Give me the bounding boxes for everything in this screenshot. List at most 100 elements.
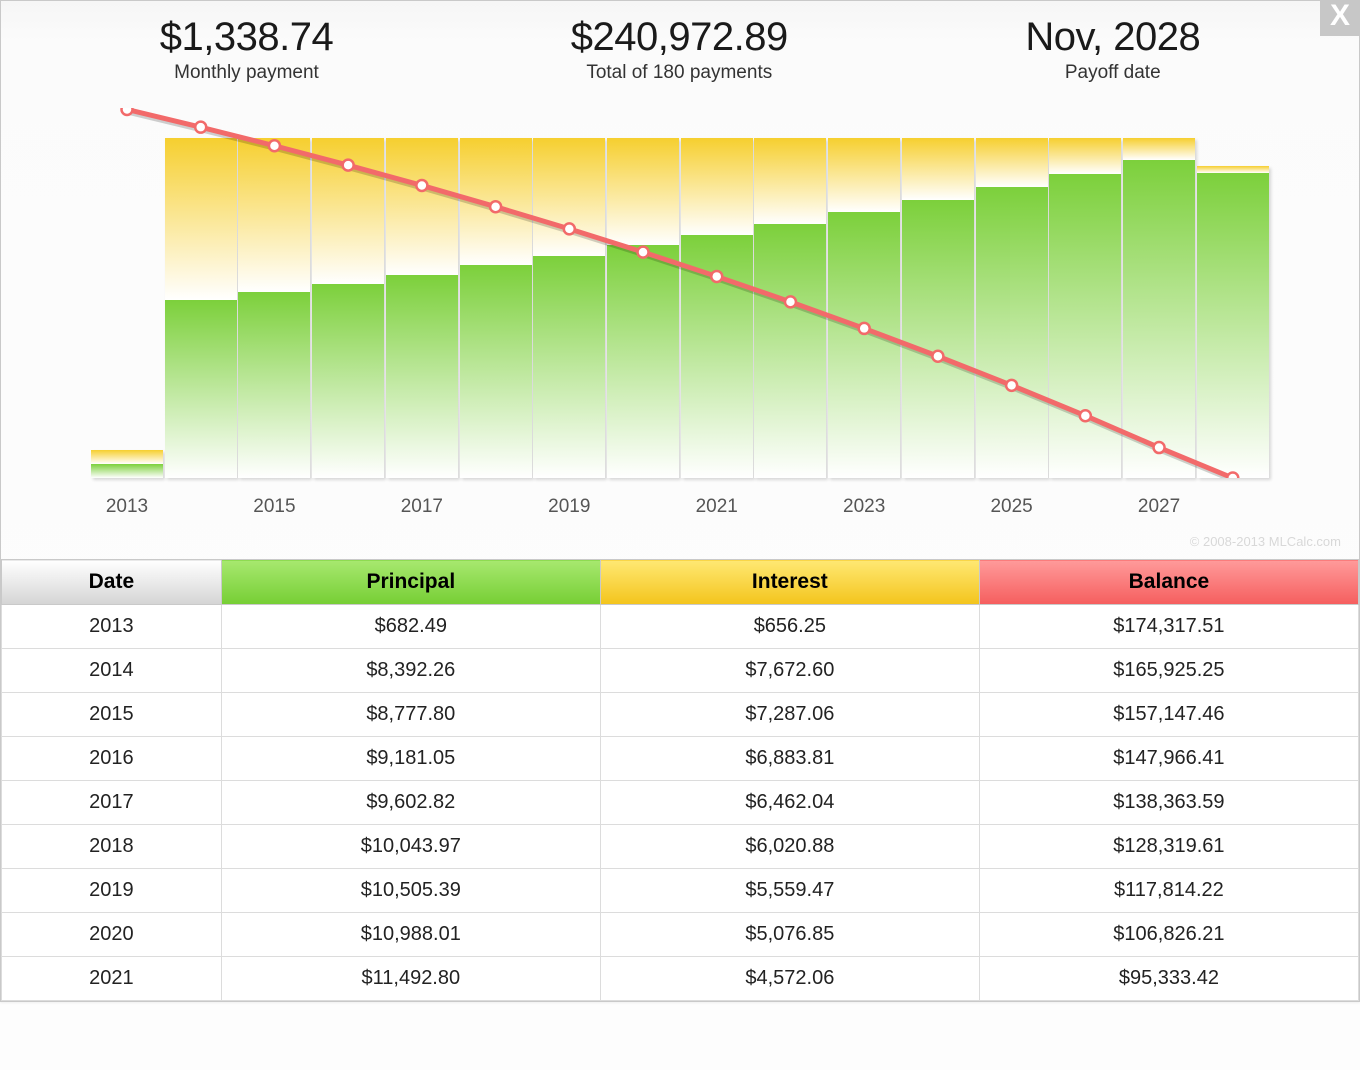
amortization-chart: 20132015201720192021202320252027: [31, 108, 1329, 528]
principal-segment: [460, 265, 532, 478]
chart-bar[interactable]: [828, 138, 900, 478]
x-axis-tick: 2025: [976, 496, 1048, 518]
col-header-balance[interactable]: Balance: [979, 560, 1358, 605]
interest-segment: [533, 138, 605, 256]
table-row: 2020$10,988.01$5,076.85$106,826.21: [2, 913, 1359, 957]
interest-segment: [976, 138, 1048, 187]
table-row: 2015$8,777.80$7,287.06$157,147.46: [2, 693, 1359, 737]
table-row: 2018$10,043.97$6,020.88$128,319.61: [2, 825, 1359, 869]
chart-bar[interactable]: [607, 138, 679, 478]
x-axis-tick: [165, 496, 237, 518]
x-axis-tick: 2015: [238, 496, 310, 518]
chart-bar[interactable]: [460, 138, 532, 478]
chart-bar[interactable]: [165, 138, 237, 478]
x-axis-tick: [460, 496, 532, 518]
interest-segment: [312, 138, 384, 284]
table-cell: $9,181.05: [221, 737, 600, 781]
table-cell: $7,287.06: [600, 693, 979, 737]
x-axis-tick: [1197, 496, 1269, 518]
x-axis-tick: 2017: [386, 496, 458, 518]
table-cell: $10,505.39: [221, 869, 600, 913]
table-row: 2016$9,181.05$6,883.81$147,966.41: [2, 737, 1359, 781]
table-cell: $147,966.41: [979, 737, 1358, 781]
x-axis-tick: 2013: [91, 496, 163, 518]
x-axis-tick: 2021: [681, 496, 753, 518]
col-header-principal[interactable]: Principal: [221, 560, 600, 605]
interest-segment: [165, 138, 237, 300]
summary-total: $240,972.89 Total of 180 payments: [571, 15, 788, 84]
principal-segment: [533, 256, 605, 478]
table-cell: $117,814.22: [979, 869, 1358, 913]
table-header: Date Principal Interest Balance: [2, 560, 1359, 605]
table-cell: $106,826.21: [979, 913, 1358, 957]
table-cell: 2018: [2, 825, 222, 869]
chart-bar[interactable]: [312, 138, 384, 478]
principal-segment: [828, 212, 900, 478]
table-cell: $95,333.42: [979, 957, 1358, 1001]
table-cell: $9,602.82: [221, 781, 600, 825]
summary-row: $1,338.74 Monthly payment $240,972.89 To…: [1, 1, 1359, 88]
monthly-payment-label: Monthly payment: [160, 62, 333, 84]
payoff-date-label: Payoff date: [1025, 62, 1200, 84]
table-cell: $165,925.25: [979, 649, 1358, 693]
table-cell: 2016: [2, 737, 222, 781]
x-axis-tick: [754, 496, 826, 518]
interest-segment: [754, 138, 826, 224]
chart-bar[interactable]: [681, 138, 753, 478]
x-axis-tick: 2023: [828, 496, 900, 518]
chart-x-axis: 20132015201720192021202320252027: [91, 496, 1269, 518]
table-row: 2017$9,602.82$6,462.04$138,363.59: [2, 781, 1359, 825]
table-cell: $10,988.01: [221, 913, 600, 957]
table-cell: $8,392.26: [221, 649, 600, 693]
table-cell: $128,319.61: [979, 825, 1358, 869]
x-axis-tick: [1049, 496, 1121, 518]
table-cell: $10,043.97: [221, 825, 600, 869]
chart-bar[interactable]: [902, 138, 974, 478]
interest-segment: [460, 138, 532, 265]
table-cell: 2013: [2, 605, 222, 649]
x-axis-tick: 2027: [1123, 496, 1195, 518]
x-axis-tick: [607, 496, 679, 518]
interest-segment: [386, 138, 458, 275]
interest-segment: [902, 138, 974, 200]
chart-bar[interactable]: [1197, 166, 1269, 478]
chart-bar[interactable]: [1049, 138, 1121, 478]
table-cell: $7,672.60: [600, 649, 979, 693]
interest-segment: [607, 138, 679, 245]
table-cell: $174,317.51: [979, 605, 1358, 649]
interest-segment: [1197, 166, 1269, 173]
principal-segment: [1123, 160, 1195, 478]
total-payments-label: Total of 180 payments: [571, 62, 788, 84]
table-cell: $5,076.85: [600, 913, 979, 957]
principal-segment: [1197, 173, 1269, 478]
principal-segment: [1049, 174, 1121, 478]
table-cell: $6,020.88: [600, 825, 979, 869]
principal-segment: [165, 300, 237, 478]
chart-bar[interactable]: [976, 138, 1048, 478]
table-cell: $656.25: [600, 605, 979, 649]
amortization-panel: X $1,338.74 Monthly payment $240,972.89 …: [0, 0, 1360, 1002]
table-row: 2013$682.49$656.25$174,317.51: [2, 605, 1359, 649]
close-button[interactable]: X: [1320, 0, 1360, 36]
chart-bar[interactable]: [533, 138, 605, 478]
chart-bar[interactable]: [754, 138, 826, 478]
principal-segment: [607, 245, 679, 478]
table-cell: $5,559.47: [600, 869, 979, 913]
interest-segment: [1049, 138, 1121, 174]
table-row: 2019$10,505.39$5,559.47$117,814.22: [2, 869, 1359, 913]
principal-segment: [238, 292, 310, 478]
chart-bar[interactable]: [1123, 138, 1195, 478]
table-body: 2013$682.49$656.25$174,317.512014$8,392.…: [2, 605, 1359, 1001]
monthly-payment-value: $1,338.74: [160, 15, 333, 60]
chart-bar[interactable]: [386, 138, 458, 478]
table-cell: $6,462.04: [600, 781, 979, 825]
principal-segment: [902, 200, 974, 478]
x-axis-tick: [312, 496, 384, 518]
col-header-date[interactable]: Date: [2, 560, 222, 605]
col-header-interest[interactable]: Interest: [600, 560, 979, 605]
table-cell: $6,883.81: [600, 737, 979, 781]
table-cell: $157,147.46: [979, 693, 1358, 737]
principal-segment: [754, 224, 826, 478]
chart-bar[interactable]: [91, 450, 163, 478]
chart-bar[interactable]: [238, 138, 310, 478]
